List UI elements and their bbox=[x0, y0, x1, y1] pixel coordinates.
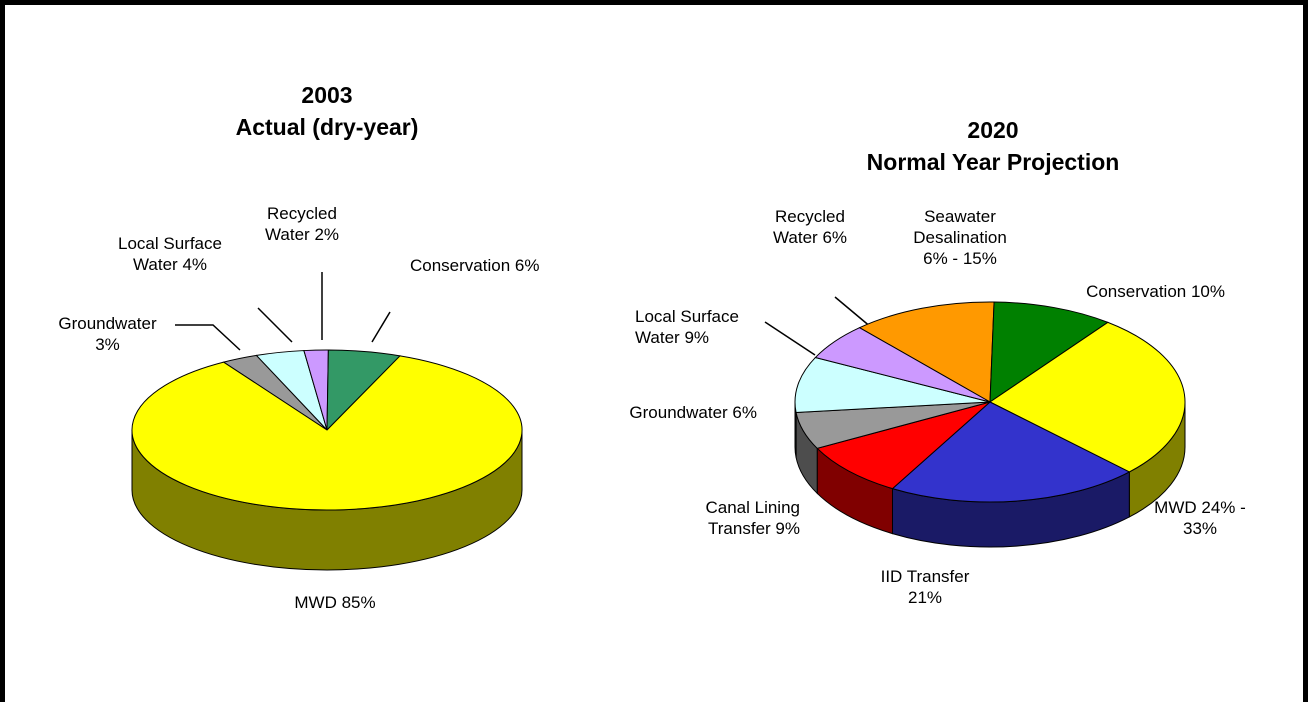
value-label: 24% - 33% bbox=[1182, 498, 1246, 538]
slice-label: Recycled Water 2% bbox=[262, 203, 342, 245]
slice-label: Local Surface Water 9% bbox=[635, 306, 770, 348]
category-label: Conservation bbox=[1086, 282, 1187, 301]
leader-line bbox=[371, 311, 391, 343]
pie-slice bbox=[794, 356, 991, 413]
category-label: Local Surface Water bbox=[118, 234, 222, 274]
value-label: 9% bbox=[684, 328, 710, 347]
slice-label: Local Surface Water 4% bbox=[105, 233, 235, 275]
pie-slice bbox=[816, 401, 991, 490]
slice-label: IID Transfer 21% bbox=[865, 566, 985, 608]
value-label: 10% bbox=[1190, 282, 1225, 301]
slice-label: Seawater Desalination 6% - 15% bbox=[900, 206, 1020, 269]
value-label: 3% bbox=[95, 335, 120, 354]
pie-slice bbox=[131, 355, 523, 511]
value-label: 6% bbox=[822, 228, 848, 247]
value-label: 4% bbox=[182, 255, 208, 274]
category-label: Recycled Water bbox=[264, 204, 337, 244]
chart-subtitle: Actual (dry-year) bbox=[235, 114, 419, 140]
value-label: 2% bbox=[314, 225, 340, 244]
chart-title: 2003 bbox=[301, 82, 353, 108]
pie-slice bbox=[891, 401, 1131, 503]
pie-slice bbox=[989, 321, 1186, 473]
slice-label: Recycled Water 6% bbox=[760, 206, 860, 248]
pie-slice bbox=[989, 301, 1109, 403]
category-label: Local Surface Water bbox=[635, 307, 739, 347]
value-label: 85% bbox=[341, 593, 376, 612]
category-label: Groundwater bbox=[58, 314, 157, 333]
pie-slice bbox=[858, 301, 995, 403]
chart-title: 2020 bbox=[967, 117, 1019, 143]
leader-line bbox=[257, 307, 293, 343]
value-label: 6% - 15% bbox=[923, 249, 997, 268]
leader-line bbox=[175, 324, 241, 351]
slice-label: MWD 24% - 33% bbox=[1135, 497, 1265, 539]
category-label: Groundwater bbox=[629, 403, 728, 422]
value-label: 9% bbox=[775, 519, 800, 538]
leader-lines bbox=[175, 272, 879, 356]
category-label: MWD bbox=[1154, 498, 1197, 517]
value-label: 21% bbox=[907, 588, 943, 607]
slice-label: Canal Lining Transfer 9% bbox=[670, 497, 800, 539]
leader-line bbox=[764, 321, 816, 356]
slice-label: MWD 85% bbox=[275, 592, 395, 613]
category-label: MWD bbox=[294, 593, 337, 612]
category-label: Recycled Water bbox=[772, 207, 845, 247]
category-label: Seawater Desalination bbox=[913, 207, 1007, 247]
category-label: IID Transfer bbox=[880, 567, 970, 586]
category-label: Canal Lining Transfer bbox=[705, 498, 800, 538]
slice-label: Conservation 6% bbox=[410, 255, 545, 276]
chart-subtitle: Normal Year Projection bbox=[866, 149, 1120, 175]
slice-label: Groundwater 6% bbox=[620, 402, 757, 423]
value-label: 6% bbox=[514, 256, 540, 275]
slice-label: Conservation 10% bbox=[1065, 281, 1225, 302]
slice-label: Groundwater 3% bbox=[45, 313, 170, 355]
pie-slice bbox=[814, 327, 991, 403]
value-label: 6% bbox=[732, 403, 757, 422]
category-label: Conservation bbox=[410, 256, 511, 275]
